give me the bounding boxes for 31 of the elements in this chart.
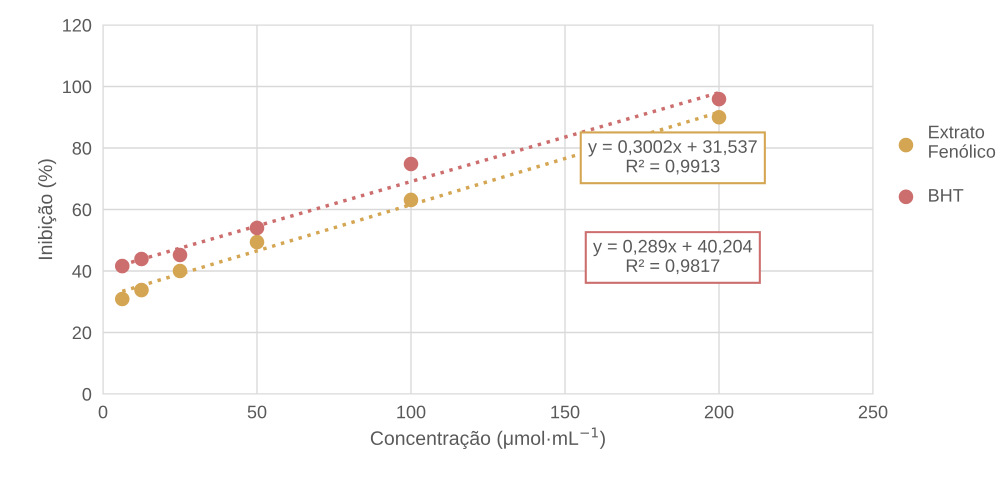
legend-label: BHT	[929, 189, 964, 202]
point	[712, 110, 726, 125]
point	[134, 252, 149, 266]
point	[114, 292, 130, 306]
x-tick-label: 250	[858, 406, 888, 418]
x-tick-label: 50	[248, 406, 266, 418]
legend-label: Extrato Fenólico	[929, 126, 996, 158]
y-tick-label: 60	[72, 203, 92, 216]
x-tick-label: 100	[397, 406, 426, 418]
point	[250, 220, 264, 236]
point	[404, 192, 418, 208]
x-tick-label: 200	[704, 406, 734, 418]
y-tick-label: 0	[82, 388, 92, 401]
x-tick-label: 0	[98, 406, 108, 418]
point	[712, 92, 726, 106]
point	[114, 258, 130, 274]
annotation: y = 0,3002x + 31,537 R² = 0,9913	[588, 140, 757, 175]
y-tick-label: 120	[63, 18, 92, 32]
x-tick-label: 150	[551, 406, 580, 418]
point	[134, 282, 149, 298]
y-tick-label: 40	[72, 264, 92, 278]
annotation: y = 0,289x + 40,204 R² = 0,9817	[593, 240, 752, 274]
x-axis-title: Concentração (μmol·mL$^{−1}$)	[370, 428, 605, 449]
y-tick-label: 80	[72, 142, 92, 155]
point	[250, 234, 264, 250]
y-tick-label: 100	[63, 80, 92, 94]
y-tick-label: 20	[72, 326, 92, 340]
point	[172, 248, 188, 262]
point	[172, 264, 188, 278]
point	[404, 156, 418, 172]
y-axis-title: Inibição (%)	[38, 159, 56, 260]
